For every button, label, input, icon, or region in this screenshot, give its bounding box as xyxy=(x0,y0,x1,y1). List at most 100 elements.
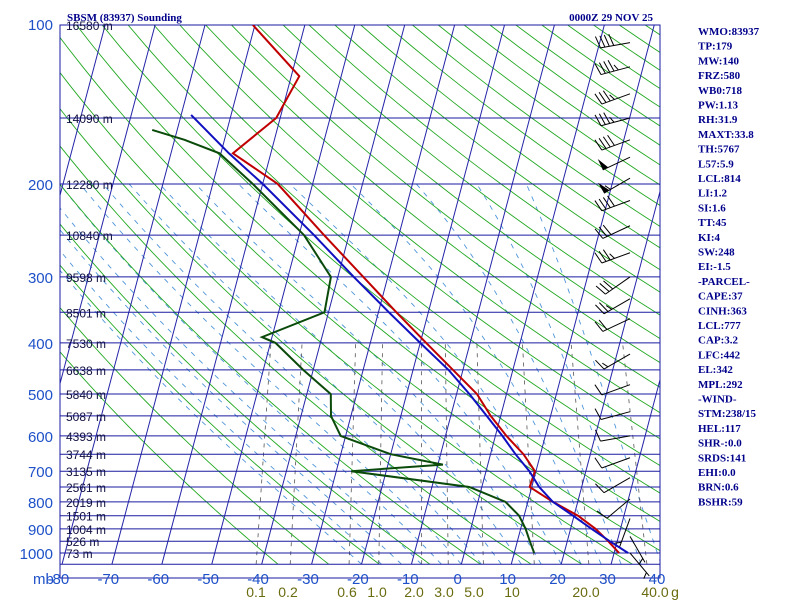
isotherm-line xyxy=(560,189,660,565)
temperature-tick-label: -40 xyxy=(247,571,269,588)
wind-barb-staff xyxy=(601,93,631,105)
moist-adiabat-line xyxy=(60,249,382,565)
wind-barb xyxy=(629,536,646,565)
height-label: 16580 m xyxy=(66,19,113,33)
mixing-ratio-line xyxy=(622,342,648,565)
plot-frame xyxy=(59,24,661,579)
wind-barb-feather xyxy=(594,457,603,469)
temperature-tick-label: 40 xyxy=(649,571,666,588)
wind-barb-feather xyxy=(594,321,604,332)
mixing-ratio-label: 1.0 xyxy=(367,584,387,600)
wind-barb xyxy=(594,384,631,396)
mixing-ratio-line xyxy=(522,342,535,565)
wind-barb-feather xyxy=(602,362,609,368)
height-label: 2561 m xyxy=(66,481,106,495)
dry-adiabat-line xyxy=(412,25,660,206)
wind-barbs xyxy=(594,34,650,579)
isotherm-line xyxy=(60,25,156,386)
moist-adiabat-line xyxy=(79,183,462,565)
wind-barb-feather xyxy=(609,253,615,259)
wind-barb-staff xyxy=(602,225,631,239)
grid-clip-group xyxy=(0,13,800,565)
wind-barb-feather xyxy=(602,136,611,148)
temperature-tick-label: 20 xyxy=(549,571,566,588)
temperature-tick-label: -30 xyxy=(297,571,319,588)
pressure-tick-label: 1000 xyxy=(20,546,53,563)
dry-adiabat-line xyxy=(541,25,660,108)
background-grid xyxy=(0,13,800,579)
moist-adiabat-line xyxy=(60,269,362,565)
wind-barb-feather xyxy=(609,94,615,100)
wind-barb-staff xyxy=(601,200,631,212)
wind-barb-pennant xyxy=(597,159,609,170)
dry-adiabat-line xyxy=(60,145,532,565)
wind-barb-feather xyxy=(599,35,606,48)
wind-barb-feather xyxy=(594,63,602,75)
mixing-ratio-label: 0.1 xyxy=(246,584,266,600)
wind-barb-staff xyxy=(601,139,631,151)
isotherm-line xyxy=(661,13,800,564)
wind-barb-staff xyxy=(602,318,631,332)
dry-adiabat-line xyxy=(76,25,660,522)
wind-barb-feather xyxy=(598,198,607,210)
height-label: 12280 m xyxy=(66,178,113,192)
dry-adiabat-line xyxy=(205,25,660,388)
mixing-ratio-line xyxy=(348,342,357,565)
wind-barb-feather xyxy=(594,408,602,420)
pressure-tick-label: 100 xyxy=(28,17,53,34)
pressure-tick-label: 700 xyxy=(28,464,53,481)
chart-datetime: 0000Z 29 NOV 25 xyxy=(569,12,653,24)
dry-adiabat-line xyxy=(438,25,660,186)
temperature-tick-label: -20 xyxy=(347,571,369,588)
dry-adiabat-line xyxy=(257,25,660,340)
wind-barb-feather xyxy=(608,34,615,46)
wind-barb-staff xyxy=(601,457,631,469)
wind-barb-feather xyxy=(602,197,611,208)
isotherm-line xyxy=(61,25,206,565)
height-label: 6638 m xyxy=(66,364,106,378)
wind-barb-feather xyxy=(604,185,611,190)
wind-barb xyxy=(595,353,631,370)
height-label: 10840 m xyxy=(66,229,113,243)
pressure-tick-label: 900 xyxy=(28,522,53,539)
wind-barb-staff xyxy=(602,156,631,171)
pressure-unit-label: mb xyxy=(33,571,54,588)
dry-adiabat-line xyxy=(360,25,660,249)
dry-adiabat-line xyxy=(308,25,660,293)
dry-adiabat-line xyxy=(60,264,380,565)
dry-adiabat-line xyxy=(334,25,660,271)
height-label: 8501 m xyxy=(66,306,106,320)
isotherm-line xyxy=(0,13,8,564)
moist-adiabat-line xyxy=(237,183,562,565)
isotherm-line xyxy=(60,25,106,198)
isotherm-line xyxy=(610,377,660,565)
mixing-ratio-label: 0.6 xyxy=(337,584,357,600)
wind-barb-feather xyxy=(607,60,615,72)
wind-barb-staff xyxy=(605,276,631,295)
wind-barb-feather xyxy=(638,558,644,565)
wind-barb xyxy=(614,518,631,547)
wind-barb xyxy=(594,134,631,151)
moist-adiabat-line xyxy=(60,207,422,565)
moist-adiabat-line xyxy=(415,183,622,565)
mixing-ratio-line xyxy=(444,342,449,565)
wind-barb-feather xyxy=(643,572,647,579)
wind-barb-feather xyxy=(595,483,605,494)
parcel-profile-line xyxy=(190,114,629,554)
moist-adiabat-line xyxy=(195,183,542,565)
pressure-tick-label: 800 xyxy=(28,495,53,512)
wind-barb xyxy=(594,195,631,212)
pressure-tick-label: 400 xyxy=(28,336,53,353)
isotherm-line xyxy=(460,25,605,565)
wind-barb-feather xyxy=(598,319,608,330)
wind-barb-feather xyxy=(594,429,601,442)
temperature-tick-label: -70 xyxy=(97,571,119,588)
dry-adiabat-line xyxy=(60,36,660,552)
height-label: 3744 m xyxy=(66,448,106,462)
pressure-tick-label: 600 xyxy=(28,429,53,446)
wind-barb-feather xyxy=(614,541,622,544)
wind-barb-feather xyxy=(598,138,607,149)
isotherm-line xyxy=(211,25,356,565)
wind-barb-feather xyxy=(594,228,604,239)
